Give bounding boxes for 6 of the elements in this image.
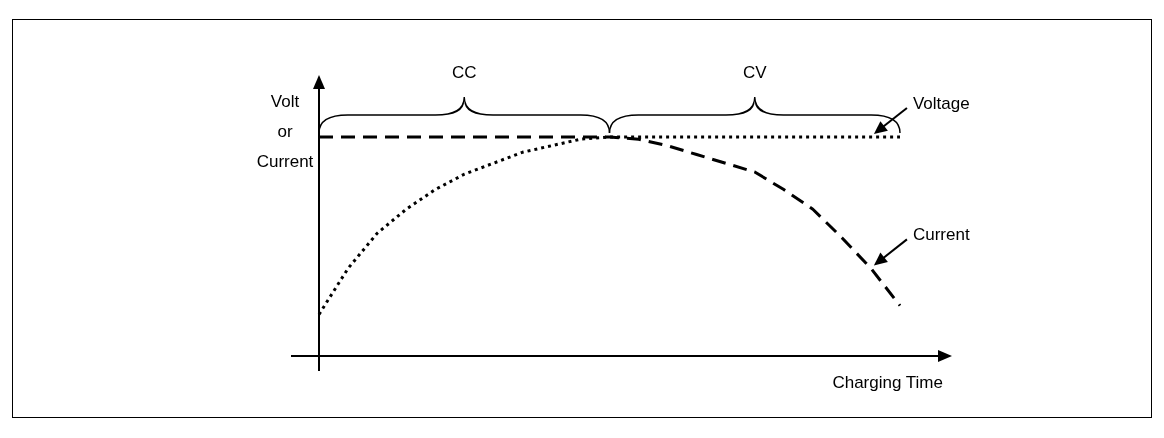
- series-label: Voltage: [912, 93, 970, 113]
- y-axis-title: Volt or Current: [256, 91, 314, 171]
- text: CV: [742, 62, 768, 82]
- text: Current: [912, 225, 970, 245]
- text: CC: [451, 62, 477, 82]
- x-axis-title: Charging Time: [832, 372, 943, 392]
